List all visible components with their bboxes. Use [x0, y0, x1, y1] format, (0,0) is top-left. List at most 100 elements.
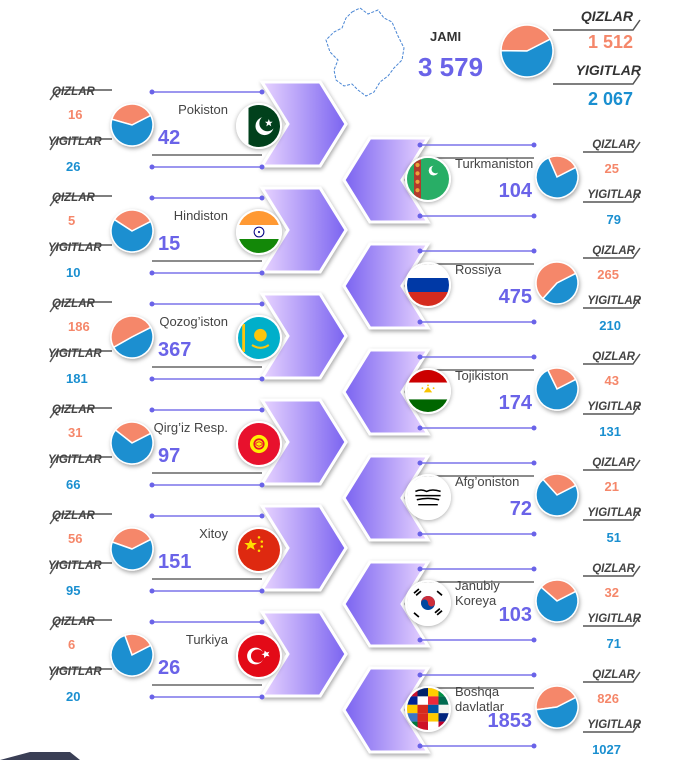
- chevron-right-icon: [259, 504, 348, 592]
- kyrgyzstan-flag-icon: [236, 421, 282, 467]
- total-label: JAMI: [430, 29, 462, 44]
- boys-label: YIGITLAR: [575, 62, 641, 78]
- pie-slice-girls: [500, 24, 552, 52]
- pie-slice-boys: [535, 478, 579, 517]
- chevron-right-icon: [259, 398, 348, 486]
- pie-slice-boys: [541, 272, 579, 305]
- pie-slice-boys: [110, 634, 154, 677]
- country-pie-chart: [535, 473, 579, 517]
- total-pie-chart: [500, 24, 554, 78]
- pie-slice-boys: [535, 586, 579, 623]
- boys-value: 26: [66, 159, 81, 174]
- chevron-right-icon: [259, 292, 348, 380]
- country-pie-chart: [110, 315, 154, 359]
- girls-value: 186: [68, 319, 90, 334]
- girls-label: QIZLAR: [580, 8, 633, 24]
- country-pie-chart: [110, 103, 154, 147]
- boys-value: 20: [66, 689, 81, 704]
- turkmenistan-flag-icon: [405, 156, 451, 202]
- girls-label: QIZLAR: [52, 510, 95, 522]
- chevron-right-icon: [259, 610, 348, 698]
- country-pie-chart: [110, 527, 154, 571]
- country-total: 15: [158, 233, 181, 255]
- chevron-left-icon: [342, 454, 431, 542]
- pie-slice-boys: [110, 114, 154, 147]
- girls-label: QIZLAR: [592, 245, 635, 257]
- girls-label: QIZLAR: [592, 351, 635, 363]
- girls-value: 25: [604, 161, 619, 176]
- tajikistan-flag-icon: [405, 368, 451, 414]
- country-name: Turkiya: [185, 632, 228, 647]
- afghanistan-flag-icon: [405, 474, 451, 520]
- pie-slice-girls: [541, 473, 577, 496]
- country-pie-chart: [110, 209, 154, 253]
- country-name: Pokiston: [178, 102, 228, 117]
- pie-slice-girls: [535, 685, 577, 711]
- kazakhstan-flag-icon: [236, 315, 282, 361]
- boys-label: YIGITLAR: [587, 401, 641, 413]
- south-korea-flag-icon: [405, 580, 451, 626]
- country-pie-chart: [110, 633, 154, 677]
- country-total: 1853: [487, 710, 533, 732]
- boys-label: YIGITLAR: [48, 348, 102, 360]
- country-name: Tojikiston: [455, 368, 509, 383]
- pie-slice-boys: [110, 538, 154, 571]
- country-total: 97: [158, 445, 181, 467]
- chevron-right-icon: [259, 186, 348, 274]
- girls-value: 32: [604, 585, 619, 600]
- country-total: 475: [498, 286, 532, 308]
- pie-slice-boys: [112, 326, 154, 359]
- boys-total: 2 067: [587, 89, 633, 109]
- girls-value: 43: [604, 373, 619, 388]
- boys-label: YIGITLAR: [587, 507, 641, 519]
- girls-value: 31: [68, 425, 83, 440]
- total-value: 3 579: [418, 52, 484, 82]
- pie-slice-boys: [535, 696, 579, 729]
- country-total: 367: [158, 339, 192, 361]
- boys-label: YIGITLAR: [48, 454, 102, 466]
- girls-label: QIZLAR: [592, 139, 635, 151]
- chevron-left-icon: [342, 348, 431, 436]
- boys-label: YIGITLAR: [587, 189, 641, 201]
- boys-value: 181: [66, 371, 88, 386]
- girls-value: 265: [597, 267, 619, 282]
- country-total: 26: [158, 657, 181, 679]
- world-flags-icon: [405, 686, 451, 732]
- india-flag-icon: [236, 209, 282, 255]
- country-total: 103: [498, 604, 532, 626]
- girls-value: 6: [68, 637, 76, 652]
- boys-value: 71: [606, 636, 621, 651]
- boys-label: YIGITLAR: [587, 613, 641, 625]
- girls-label: QIZLAR: [52, 298, 95, 310]
- girls-label: QIZLAR: [52, 404, 95, 416]
- boys-value: 95: [66, 583, 81, 598]
- chevron-left-icon: [342, 666, 431, 754]
- pakistan-flag-icon: [236, 103, 282, 149]
- girls-value: 16: [68, 107, 83, 122]
- country-total: 174: [498, 392, 532, 414]
- turkey-flag-icon: [236, 633, 282, 679]
- pie-slice-boys: [500, 38, 554, 78]
- chevron-left-icon: [342, 560, 431, 648]
- girls-value: 826: [597, 691, 619, 706]
- boys-label: YIGITLAR: [48, 666, 102, 678]
- country-pie-chart: [535, 261, 579, 305]
- country-pie-chart: [535, 579, 579, 623]
- boys-value: 79: [606, 212, 621, 227]
- pie-slice-girls: [110, 315, 152, 349]
- girls-value: 5: [68, 213, 76, 228]
- pie-slice-girls: [535, 261, 577, 300]
- country-name: Rossiya: [455, 262, 502, 277]
- country-pie-chart: [535, 367, 579, 411]
- map-outline-icon: [325, 7, 405, 97]
- girls-value: 21: [604, 479, 619, 494]
- russia-flag-icon: [405, 262, 451, 308]
- girls-label: QIZLAR: [52, 86, 95, 98]
- country-name: Boshqa davlatlar: [455, 684, 505, 714]
- pie-slice-boys: [535, 156, 579, 199]
- pie-slice-boys: [110, 429, 154, 465]
- boys-value: 131: [599, 424, 621, 439]
- country-total: 151: [158, 551, 192, 573]
